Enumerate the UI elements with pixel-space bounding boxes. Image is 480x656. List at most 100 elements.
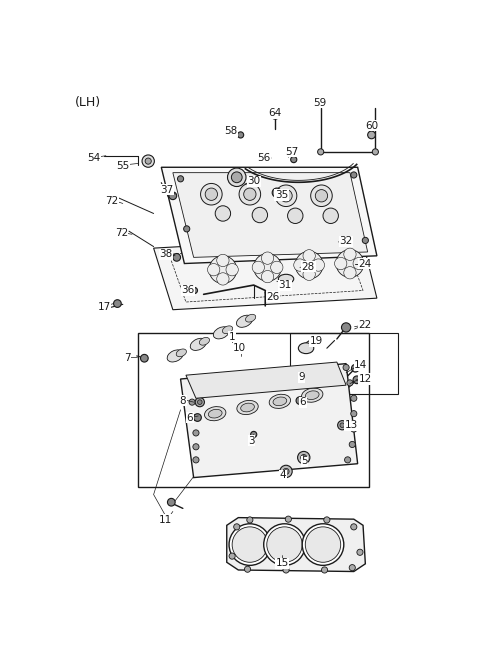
Circle shape — [173, 253, 180, 261]
Circle shape — [193, 414, 201, 421]
Circle shape — [193, 430, 199, 436]
Polygon shape — [227, 518, 365, 571]
Circle shape — [349, 441, 355, 447]
Ellipse shape — [269, 394, 290, 409]
Ellipse shape — [299, 343, 314, 354]
Circle shape — [271, 261, 283, 274]
Circle shape — [207, 264, 220, 276]
Text: 35: 35 — [275, 190, 288, 200]
Circle shape — [232, 527, 267, 562]
Polygon shape — [180, 363, 358, 478]
Circle shape — [323, 208, 338, 224]
Ellipse shape — [167, 350, 183, 362]
Circle shape — [335, 257, 347, 270]
Circle shape — [168, 499, 175, 506]
Circle shape — [251, 432, 257, 438]
Circle shape — [205, 188, 217, 200]
Circle shape — [303, 250, 315, 262]
Text: 1: 1 — [229, 332, 236, 342]
Ellipse shape — [222, 326, 233, 334]
Text: 28: 28 — [302, 262, 315, 272]
Circle shape — [114, 300, 121, 308]
Ellipse shape — [237, 400, 258, 415]
Circle shape — [291, 157, 297, 163]
Circle shape — [311, 185, 332, 207]
Text: 60: 60 — [366, 121, 379, 131]
Circle shape — [353, 376, 361, 384]
Circle shape — [197, 400, 202, 405]
Ellipse shape — [301, 388, 323, 402]
Ellipse shape — [305, 391, 319, 400]
Circle shape — [351, 426, 357, 432]
Ellipse shape — [278, 274, 294, 283]
Text: 37: 37 — [160, 184, 173, 195]
Text: (LH): (LH) — [75, 96, 101, 109]
Circle shape — [337, 420, 347, 430]
Text: 7: 7 — [124, 353, 131, 363]
Circle shape — [318, 149, 324, 155]
Circle shape — [372, 149, 378, 155]
Ellipse shape — [240, 403, 254, 412]
Text: 58: 58 — [224, 126, 237, 136]
Circle shape — [264, 155, 271, 161]
Circle shape — [288, 208, 303, 224]
Circle shape — [267, 527, 302, 562]
Circle shape — [345, 457, 351, 463]
Circle shape — [288, 367, 299, 379]
Circle shape — [322, 567, 328, 573]
Circle shape — [283, 468, 289, 474]
Text: 3: 3 — [248, 436, 255, 445]
Circle shape — [300, 455, 307, 461]
Circle shape — [141, 354, 148, 362]
Circle shape — [295, 251, 323, 279]
Circle shape — [351, 411, 357, 417]
Text: 6: 6 — [186, 413, 193, 422]
Circle shape — [347, 380, 353, 386]
Text: 54: 54 — [88, 153, 101, 163]
Circle shape — [262, 270, 274, 283]
Circle shape — [238, 132, 244, 138]
Circle shape — [341, 323, 351, 332]
Text: 30: 30 — [247, 176, 260, 186]
Circle shape — [217, 255, 229, 266]
Text: 59: 59 — [313, 98, 326, 108]
Circle shape — [280, 465, 292, 478]
Ellipse shape — [237, 316, 252, 327]
Text: 32: 32 — [339, 236, 353, 246]
Circle shape — [353, 257, 365, 270]
Text: 5: 5 — [301, 457, 308, 466]
Circle shape — [184, 226, 190, 232]
Circle shape — [231, 172, 242, 182]
Circle shape — [192, 287, 197, 293]
Circle shape — [189, 399, 195, 405]
Text: 36: 36 — [181, 285, 195, 295]
Text: 57: 57 — [285, 147, 298, 157]
Text: 24: 24 — [359, 258, 372, 268]
Circle shape — [244, 566, 251, 572]
Ellipse shape — [176, 349, 186, 357]
Circle shape — [296, 397, 304, 405]
Circle shape — [351, 395, 357, 401]
Circle shape — [351, 172, 357, 178]
Circle shape — [178, 176, 184, 182]
Circle shape — [283, 567, 289, 573]
Ellipse shape — [204, 407, 226, 420]
Text: 11: 11 — [159, 515, 172, 525]
Text: 15: 15 — [276, 558, 289, 568]
Circle shape — [254, 253, 281, 281]
Circle shape — [344, 266, 356, 279]
Polygon shape — [161, 167, 377, 264]
Ellipse shape — [190, 338, 206, 350]
Ellipse shape — [246, 314, 256, 322]
Circle shape — [351, 523, 357, 530]
Ellipse shape — [199, 337, 209, 345]
Circle shape — [142, 155, 155, 167]
Circle shape — [285, 516, 291, 522]
Text: 72: 72 — [115, 228, 128, 239]
Circle shape — [305, 527, 341, 562]
Circle shape — [239, 184, 261, 205]
Text: 4: 4 — [280, 470, 286, 480]
Circle shape — [324, 517, 330, 523]
Circle shape — [262, 252, 274, 264]
Text: 26: 26 — [266, 292, 279, 302]
